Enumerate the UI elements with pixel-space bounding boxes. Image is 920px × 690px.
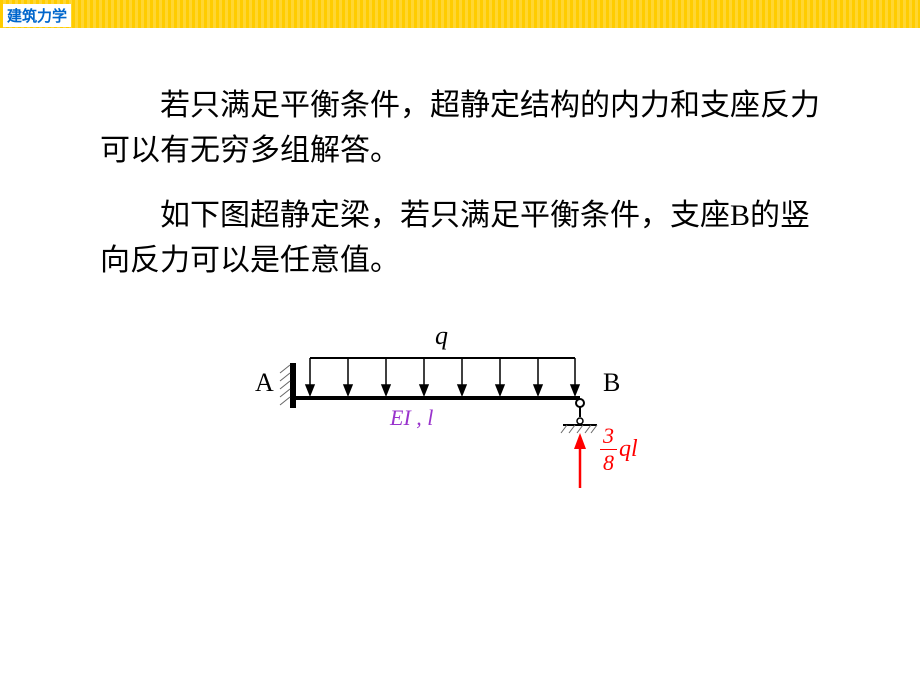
load-label: q [435,321,448,351]
reaction-denominator: 8 [600,450,617,476]
header-label: 建筑力学 [3,4,71,27]
beam-diagram: q A B EI , l 3 8 ql [235,313,685,513]
reaction-numerator: 3 [600,423,617,450]
point-b-label: B [603,368,620,398]
beam-property-label: EI , l [390,405,433,431]
diagram-svg [235,313,685,513]
point-a-label: A [255,368,274,398]
reaction-force-label: 3 8 ql [600,423,638,476]
content-area: 若只满足平衡条件，超静定结构的内力和支座反力可以有无穷多组解答。 如下图超静定梁… [0,28,920,513]
paragraph-2: 如下图超静定梁，若只满足平衡条件，支座B的竖向反力可以是任意值。 [100,193,820,283]
paragraph-1: 若只满足平衡条件，超静定结构的内力和支座反力可以有无穷多组解答。 [100,83,820,173]
header-bar: 建筑力学 [0,0,920,28]
reaction-symbol: ql [619,436,638,462]
